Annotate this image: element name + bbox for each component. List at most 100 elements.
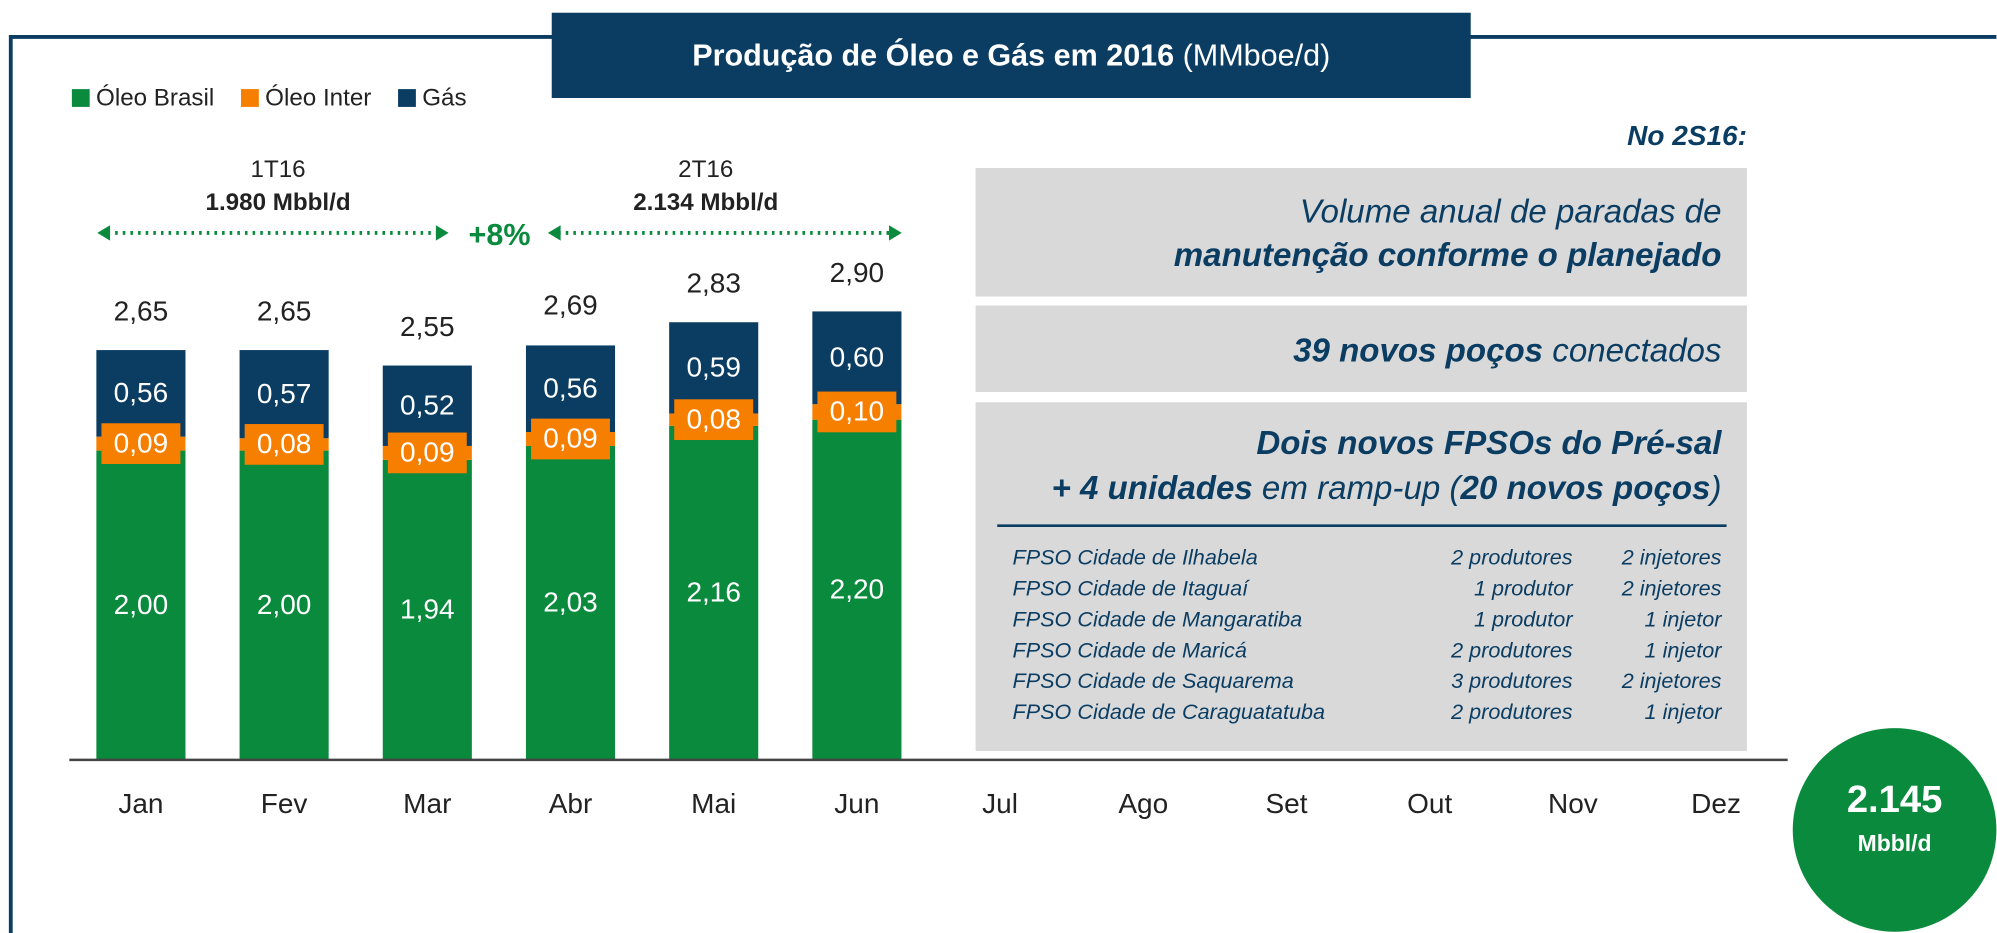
value-label: 0,57 [257, 378, 312, 409]
bar-segment [96, 450, 186, 760]
total-label: 2,65 [114, 296, 169, 327]
chart-title: Produção de Óleo e Gás em 2016 (MMboe/d) [692, 36, 1330, 72]
legend-label: Gás [422, 85, 466, 112]
table-cell: FPSO Cidade de Ilhabela [1013, 545, 1258, 570]
label-bg [531, 418, 610, 460]
bar-segment [812, 311, 902, 405]
panel-box [975, 168, 1747, 297]
arrow-head [889, 225, 902, 241]
value-label: 0,09 [114, 427, 169, 458]
arrow-head [97, 225, 111, 241]
badge-circle [1792, 728, 1997, 932]
value-label: 0,09 [400, 437, 455, 468]
total-label: 2,55 [400, 311, 455, 342]
table-cell: 1 produtor [1474, 606, 1573, 631]
value-label: 0,09 [543, 423, 598, 454]
label-bg [387, 432, 467, 474]
panel-text: Volume anual de paradas de manutenção co… [1051, 194, 1722, 507]
x-tick-label: Out [1407, 788, 1452, 819]
box-bold: + 4 unidades [1051, 470, 1252, 507]
legend-swatch [240, 89, 259, 107]
table-cell: 2 produtores [1450, 699, 1573, 724]
table-cell: FPSO Cidade de Itaguaí [1013, 575, 1251, 600]
table-cell: 2 produtores [1450, 637, 1573, 662]
legend-label: Óleo Brasil [96, 85, 214, 112]
box-line: 39 novos poços conectados [1293, 332, 1721, 369]
total-label: 2,90 [830, 257, 885, 288]
bar-segment [669, 322, 759, 414]
badge-unit: Mbbl/d [1858, 830, 1932, 856]
bar-segment [812, 419, 902, 760]
total-label: 2,69 [543, 289, 598, 320]
bar-segment [525, 445, 616, 760]
value-label: 2,16 [686, 577, 741, 608]
table-cell: 1 produtor [1474, 575, 1573, 600]
value-label: 0,08 [686, 403, 741, 434]
x-tick-label: Nov [1548, 788, 1598, 819]
box-rest: conectados [1543, 332, 1721, 369]
table-cell: FPSO Cidade de Caraguatatuba [1013, 699, 1326, 724]
total-label: 2,65 [257, 296, 312, 327]
box-bold: 20 novos poços [1459, 470, 1710, 507]
value-label: 2,00 [114, 589, 169, 620]
bar-segment [239, 350, 329, 439]
title-text: Produção de Óleo e Gás em 2016 [692, 36, 1174, 72]
value-label: 0,52 [400, 389, 455, 420]
x-tick-label: Jul [982, 788, 1018, 819]
x-tick-label: Mar [403, 788, 451, 819]
bar-segment [239, 450, 329, 760]
table-cell: 1 injetor [1645, 606, 1723, 631]
value-label: 2,00 [257, 589, 312, 620]
bar-segment [96, 350, 186, 437]
x-tick-label: Abr [549, 788, 593, 819]
table-cell: 1 injetor [1645, 699, 1723, 724]
x-tick-label: Dez [1691, 788, 1741, 819]
total-label: 2,83 [686, 268, 741, 299]
value-label: 2,20 [830, 573, 885, 604]
panel-box [975, 402, 1747, 751]
table-cell: FPSO Cidade de Saquarema [1013, 668, 1294, 693]
panel-heading: No 2S16: [1627, 120, 1747, 151]
title-unit: (MMboe/d) [1183, 38, 1331, 72]
bar-segment [669, 425, 759, 760]
x-tick-label: Jun [834, 788, 879, 819]
badge-value: 2.145 [1847, 778, 1943, 821]
box-line: Dois novos FPSOs do Pré-sal [1256, 425, 1722, 462]
legend-label: Óleo Inter [265, 85, 371, 112]
panel-box [975, 305, 1747, 393]
bar-segment [382, 459, 472, 760]
label-bg [244, 424, 324, 465]
arrow-head [435, 225, 449, 241]
bar-segment [525, 345, 616, 433]
value-label: 0,56 [543, 372, 598, 403]
table-cell: 2 injetores [1621, 575, 1722, 600]
box-line: + 4 unidades em ramp-up (20 novos poços) [1051, 470, 1721, 507]
table-cell: FPSO Cidade de Maricá [1013, 637, 1247, 662]
x-tick-label: Fev [261, 788, 308, 819]
arrow-heads [97, 225, 902, 241]
period-value: 2.134 Mbbl/d [633, 189, 778, 216]
value-label: 0,08 [257, 428, 312, 459]
table-cell: 2 produtores [1450, 545, 1573, 570]
label-bg [101, 423, 181, 464]
legend-swatch [398, 89, 416, 107]
period-value: 1.980 Mbbl/d [206, 189, 351, 216]
value-label: 0,56 [114, 377, 169, 408]
label-bg [674, 399, 754, 441]
box-line: manutenção conforme o planejado [1174, 237, 1722, 274]
growth-label: +8% [469, 218, 531, 252]
period-label: 2T16 [678, 156, 733, 183]
title-box [551, 12, 1471, 99]
x-tick-label: Ago [1118, 788, 1168, 819]
table-cell: 3 produtores [1451, 668, 1573, 693]
value-label: 0,60 [830, 341, 885, 372]
box-rest: em ramp-up ( [1253, 470, 1464, 507]
legend-swatch [71, 89, 90, 107]
value-label: 0,10 [830, 396, 885, 427]
table-cell: 1 injetor [1645, 637, 1723, 662]
arrow-head [547, 225, 561, 241]
x-tick-label: Set [1265, 788, 1307, 819]
box-line: Volume anual de paradas de [1300, 194, 1722, 231]
period-label: 1T16 [251, 156, 306, 183]
